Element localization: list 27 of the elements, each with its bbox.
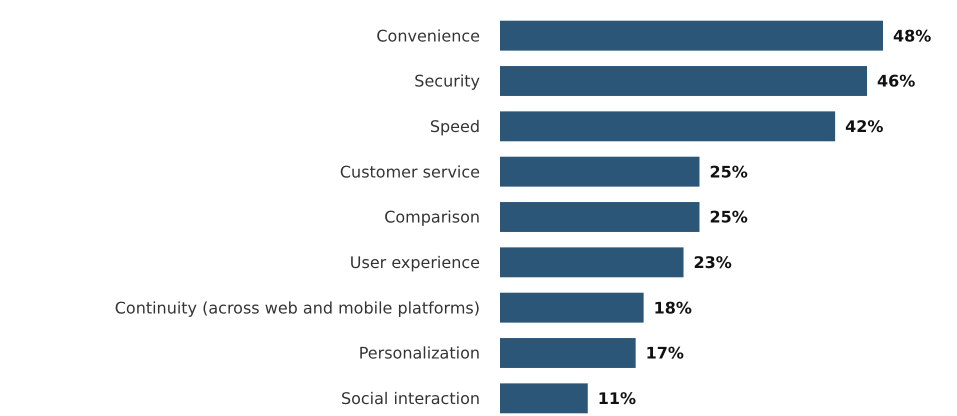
bar (500, 202, 700, 232)
y-tick-label: Customer service (340, 162, 480, 182)
bar (500, 66, 868, 96)
data-label: 42% (845, 116, 884, 136)
y-tick-label: Personalization (358, 344, 480, 363)
data-label: 18% (654, 298, 692, 318)
bar (500, 111, 836, 142)
bar (500, 247, 684, 278)
bar (500, 383, 588, 414)
data-label: 48% (893, 26, 932, 46)
data-label: 25% (709, 162, 748, 182)
y-tick-label: Social interaction (340, 388, 480, 408)
y-tick-label: Continuity (across web and mobile platforms) (114, 298, 480, 318)
y-tick-label: Comparison (384, 208, 480, 227)
data-label: 23% (694, 252, 732, 272)
bar (500, 20, 883, 51)
bar (500, 292, 644, 323)
y-tick-label: Convenience (376, 26, 480, 46)
y-tick-label: User experience (350, 252, 480, 272)
y-tick-label: Speed (430, 116, 480, 136)
y-tick-label: Security (414, 72, 480, 91)
bar (500, 156, 700, 187)
data-label: 25% (709, 208, 748, 227)
data-label: 46% (877, 72, 916, 91)
data-label: 11% (598, 388, 636, 408)
bar (500, 338, 636, 368)
data-label: 17% (646, 344, 684, 363)
